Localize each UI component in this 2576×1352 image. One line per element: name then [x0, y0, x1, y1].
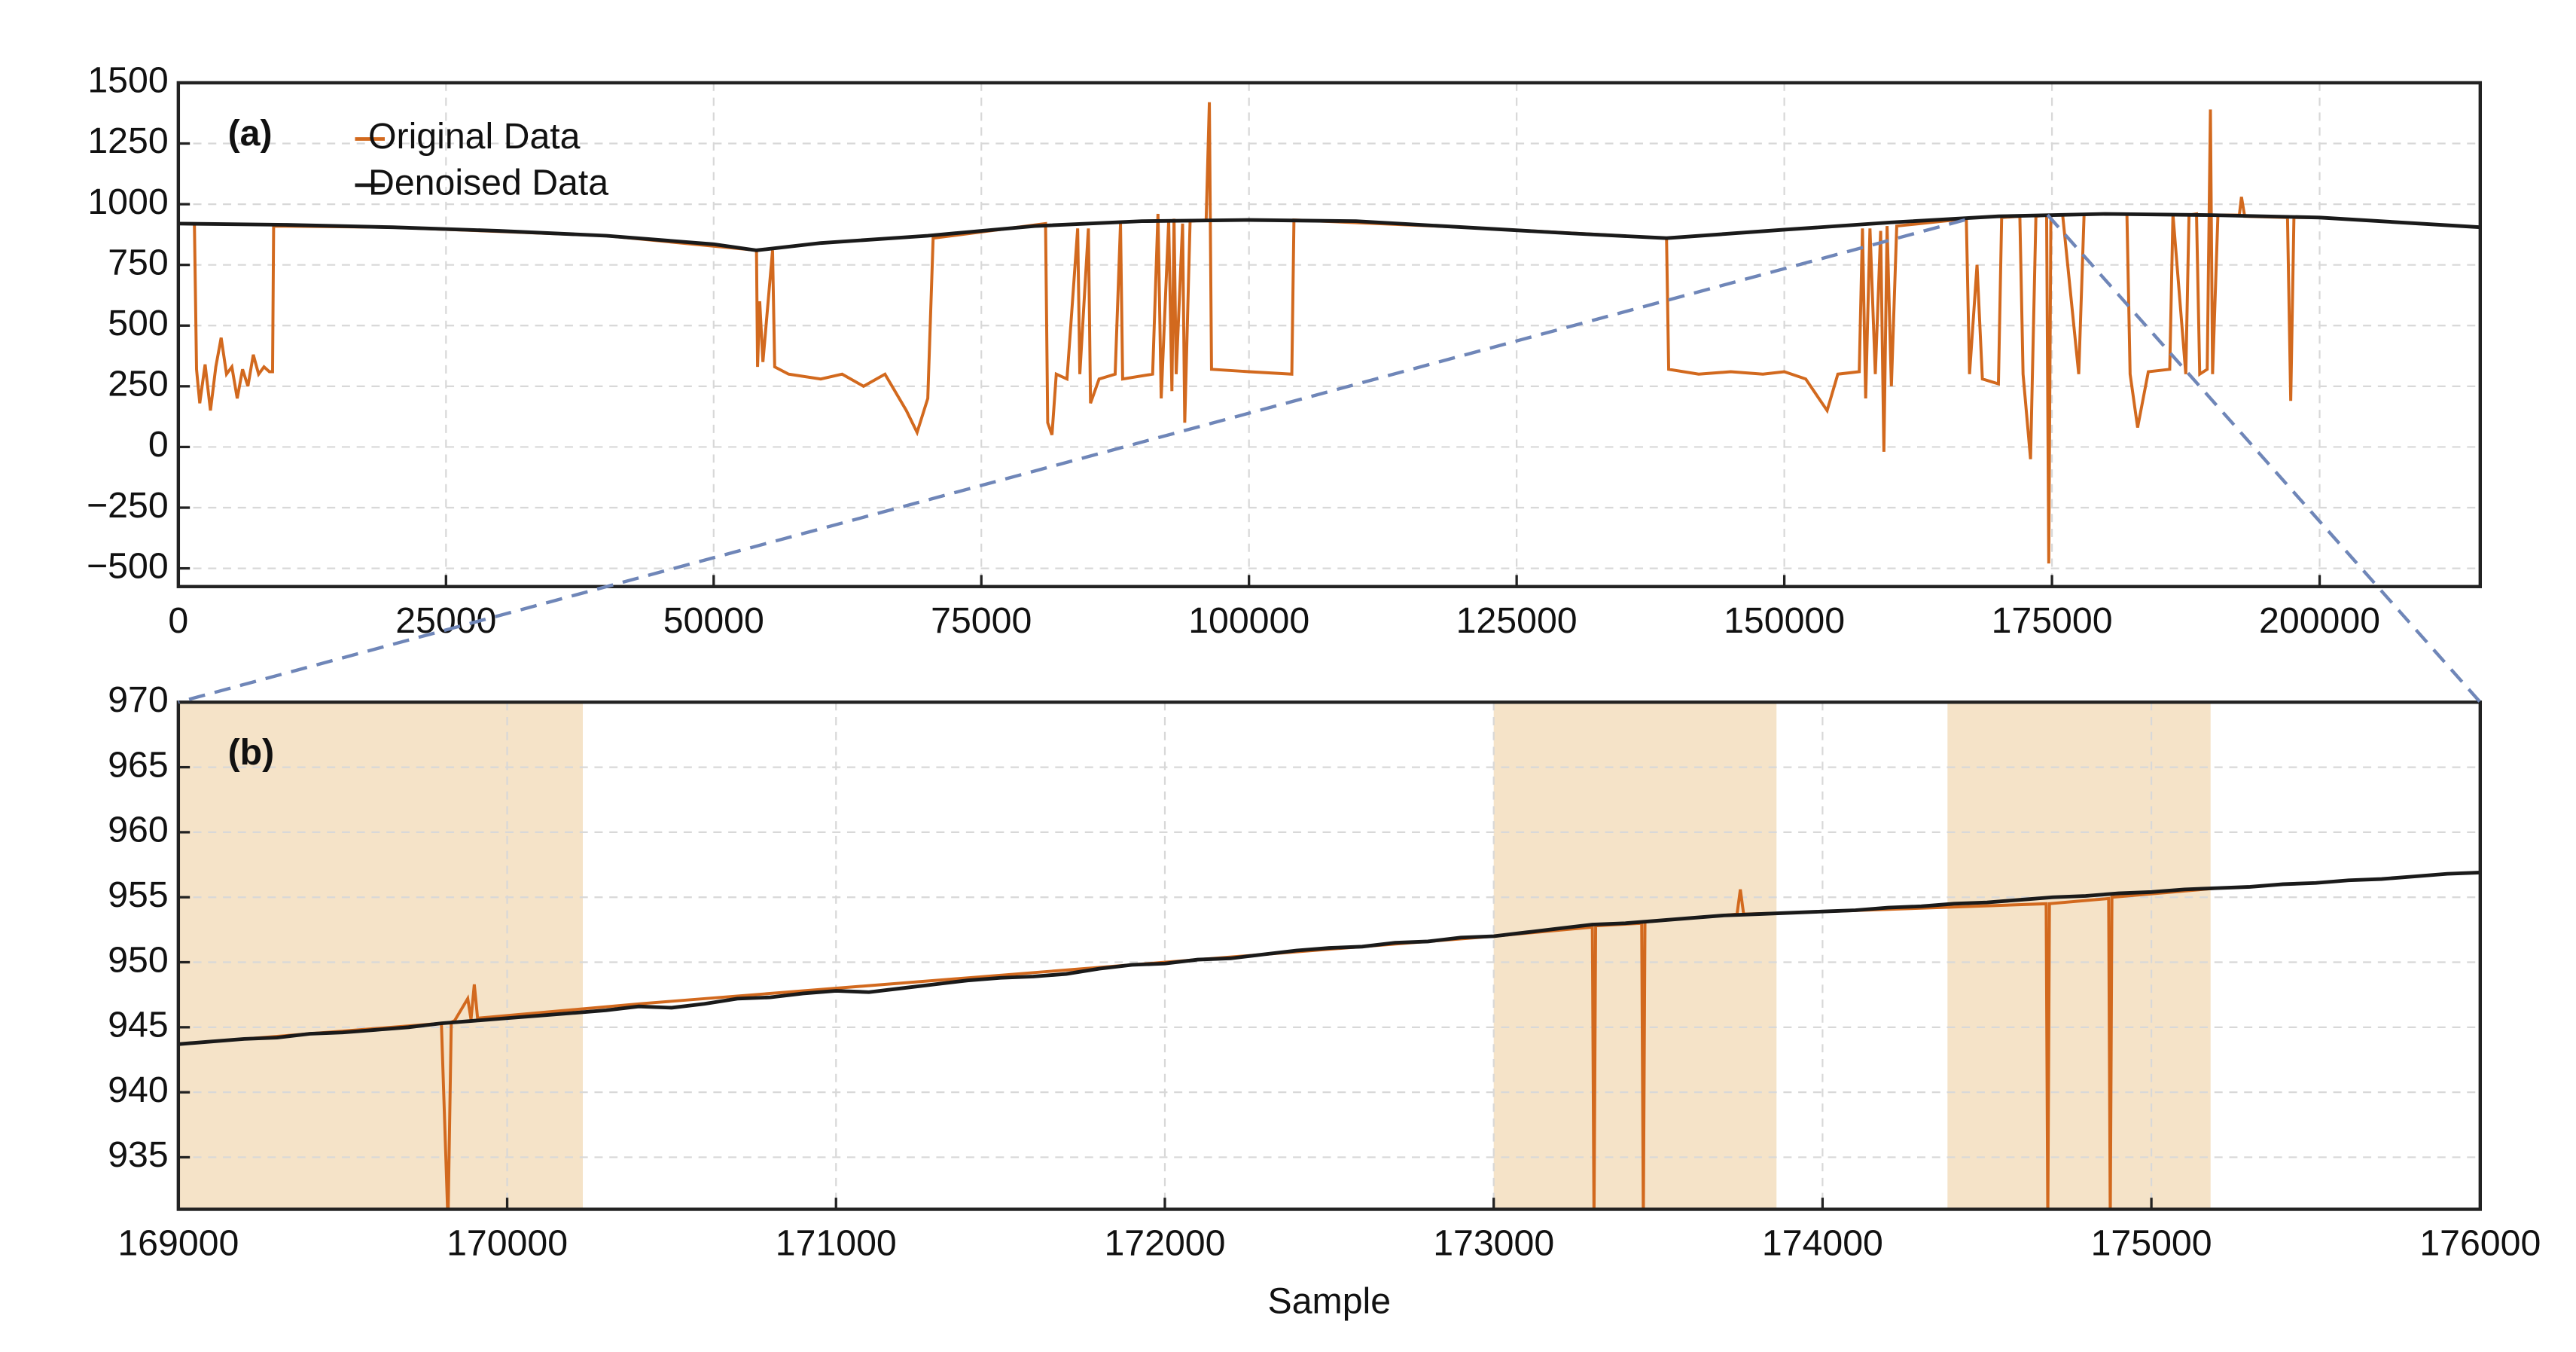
x-tick-label: 170000	[447, 1223, 568, 1264]
zoom-line	[178, 218, 1966, 704]
plot-area	[178, 102, 2480, 564]
axes-frame	[176, 700, 2483, 1211]
y-tick-label: 960	[108, 810, 168, 850]
x-tick-label: 150000	[1724, 600, 1845, 641]
x-tick-label: 200000	[2259, 600, 2380, 641]
x-tick-label: 172000	[1104, 1223, 1225, 1264]
shaded-region	[1493, 702, 1777, 1210]
shaded-region	[1947, 702, 2211, 1210]
data-line	[193, 102, 2480, 564]
y-tick-label: 950	[108, 939, 168, 980]
legend-label: Denoised Data	[368, 163, 608, 203]
y-tick-label: −500	[87, 545, 169, 586]
legend-label: Original Data	[368, 116, 581, 157]
y-tick-label: 970	[108, 679, 168, 720]
y-tick-label: 945	[108, 1005, 168, 1045]
y-tick-label: 1250	[87, 121, 168, 161]
x-tick-label: 0	[168, 600, 188, 641]
x-tick-label: 175000	[2091, 1223, 2212, 1264]
x-tick-label: 171000	[776, 1223, 897, 1264]
y-tick-label: 935	[108, 1134, 168, 1175]
shaded-region	[178, 702, 583, 1210]
y-tick-label: 500	[108, 303, 168, 343]
plot-area	[178, 871, 2480, 1210]
data-line	[178, 212, 2480, 252]
panel-label: (a)	[228, 113, 273, 154]
x-tick-label: 174000	[1762, 1223, 1883, 1264]
y-tick-label: 250	[108, 364, 168, 404]
x-tick-label: 125000	[1456, 600, 1578, 641]
x-tick-label: 100000	[1188, 600, 1309, 641]
x-tick-label: 176000	[2419, 1223, 2541, 1264]
x-tick-label: 75000	[931, 600, 1032, 641]
x-tick-label: 175000	[1992, 600, 2113, 641]
y-tick-label: 940	[108, 1070, 168, 1110]
y-tick-label: 1000	[87, 182, 168, 222]
axes-frame	[176, 81, 2483, 588]
x-tick-label: 50000	[663, 600, 764, 641]
y-tick-label: 1500	[87, 60, 168, 101]
x-tick-label: 173000	[1433, 1223, 1554, 1264]
y-tick-label: 955	[108, 874, 168, 915]
y-tick-label: 750	[108, 242, 168, 282]
y-tick-label: 965	[108, 744, 168, 785]
zoom-line	[2046, 213, 2482, 703]
data-line	[178, 871, 2480, 1046]
panel-label: (b)	[228, 732, 275, 773]
y-tick-label: −250	[87, 485, 169, 526]
x-axis-label: Sample	[1268, 1280, 1392, 1321]
y-tick-label: 0	[148, 424, 169, 465]
x-tick-label: 169000	[117, 1223, 239, 1264]
